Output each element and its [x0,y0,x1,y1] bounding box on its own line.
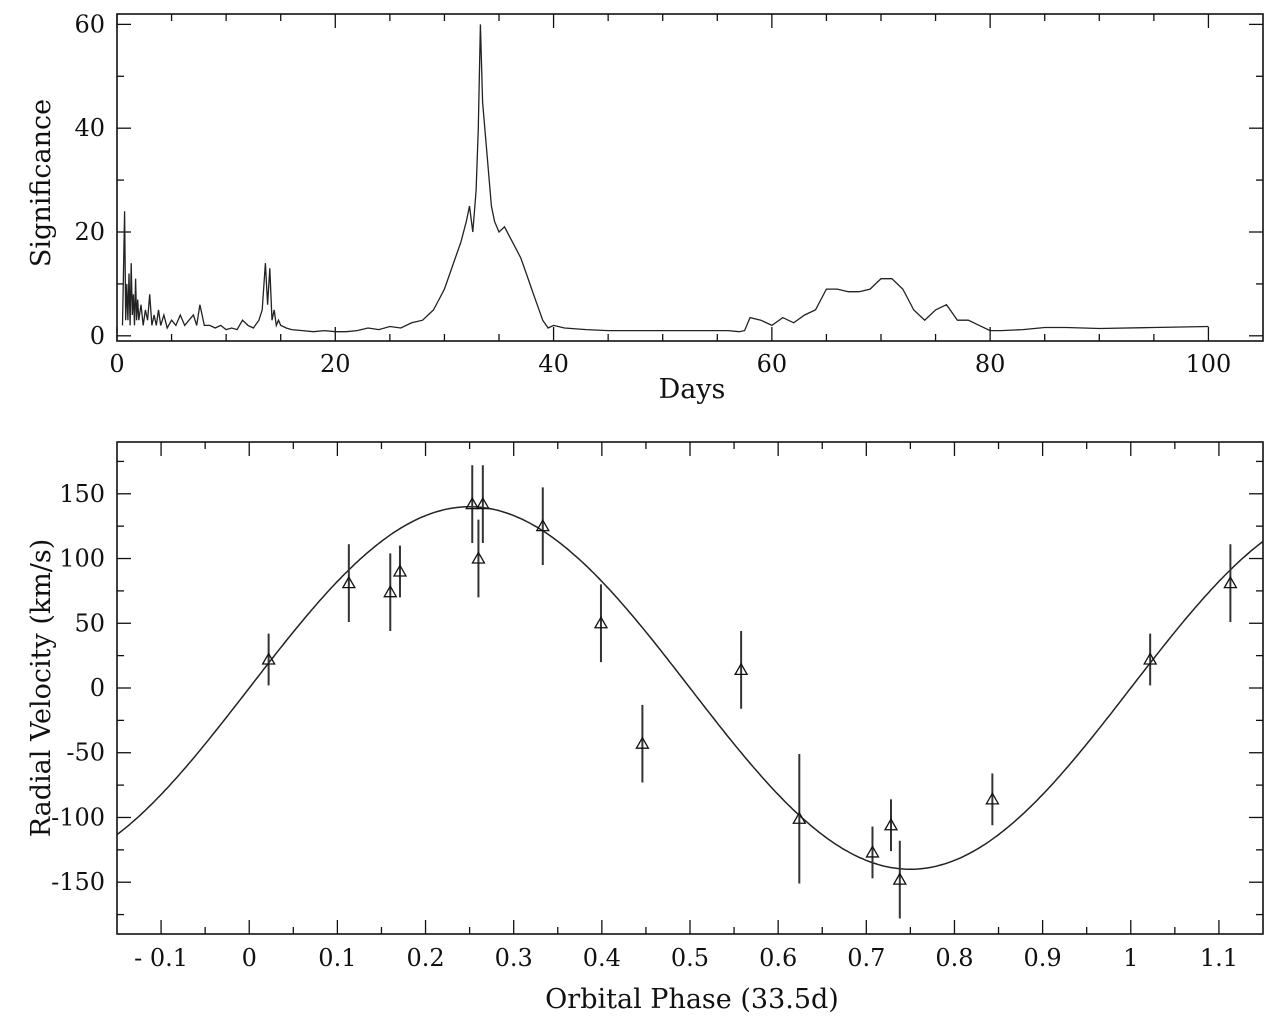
radial-velocity-x-tick-label: 0.7 [847,944,885,972]
periodogram-y-tick-label: 0 [90,322,105,350]
radial-velocity-y-tick-label: -100 [51,803,105,831]
periodogram-x-tick-label: 80 [975,350,1006,378]
radial-velocity-x-tick-label: 1.1 [1200,944,1238,972]
data-point-marker [1143,652,1158,665]
radial-velocity-x-tick-label: 0.4 [583,944,621,972]
radial-velocity-y-tick-label: 150 [59,480,105,508]
radial-velocity-x-tick-label: 0.1 [318,944,356,972]
radial-velocity-x-axis-label: Orbital Phase (33.5d) [545,984,839,1015]
radial-velocity-panel: - 0.1 0 0.1 0.2 0.3 0.4 0.5 0.6 0.7 0.8 0.9 1 1.1 150… [26,441,1264,1015]
data-point-marker [383,584,398,598]
data-point-marker [535,518,550,532]
data-point-marker [883,817,899,831]
radial-velocity-y-tick-label: 0 [90,674,105,702]
data-point-marker [593,615,609,629]
periodogram-x-tick-label: 100 [1186,350,1232,378]
data-point-marker [635,736,650,749]
periodogram-x-tick-label: 60 [757,350,788,378]
periodogram-frame [116,13,1264,342]
data-point-marker [475,496,490,510]
periodogram-y-tick-label: 60 [74,10,105,38]
periodogram-x-axis-label: Days [659,374,726,405]
radial-velocity-x-tick-label: 0.8 [935,944,973,972]
radial-velocity-points [261,465,1238,919]
radial-velocity-y-tick-label: 50 [74,609,105,637]
periodogram-x-tick-label: 0 [109,350,124,378]
sinusoid-fit-curve [116,505,1264,871]
periodogram-panel: 0 20 40 60 80 100 0 20 40 60 Days Significance [26,10,1264,405]
periodogram-y-tick-label: 40 [74,114,105,142]
data-point-marker [865,845,880,858]
radial-velocity-x-tick-label: 0.6 [759,944,797,972]
radial-velocity-x-tick-label: 0 [242,944,257,972]
radial-velocity-y-tick-label: -50 [66,739,105,767]
data-point-marker [734,662,749,676]
periodogram-y-tick-label: 20 [74,218,105,246]
data-point-marker [341,575,356,589]
data-point-marker [985,792,1000,805]
periodogram-x-tick-label: 40 [538,350,569,378]
radial-velocity-y-tick-label: 100 [59,545,105,573]
periodogram-x-tick-label: 20 [320,350,351,378]
data-point-marker [465,496,480,510]
radial-velocity-x-tick-label: 0.5 [671,944,709,972]
radial-velocity-x-tick-label: 0.9 [1024,944,1062,972]
data-point-marker [892,872,907,885]
data-point-marker [1223,575,1238,589]
radial-velocity-x-tick-label: 1 [1123,944,1138,972]
periodogram-y-axis-label: Significance [26,99,57,267]
radial-velocity-y-tick-label: -150 [51,868,105,896]
data-point-marker [792,811,807,824]
periodogram-ticks: 0 20 40 60 80 100 0 20 40 60 [74,10,1263,378]
radial-velocity-y-axis-label: Radial Velocity (km/s) [26,539,57,838]
radial-velocity-x-tick-label: - 0.1 [134,944,188,972]
radial-velocity-x-tick-label: 0.2 [406,944,444,972]
periodogram-line [121,24,1209,333]
data-point-marker [392,564,408,577]
data-point-marker [471,551,486,564]
radial-velocity-x-tick-label: 0.3 [495,944,533,972]
radial-velocity-ticks: - 0.1 0 0.1 0.2 0.3 0.4 0.5 0.6 0.7 0.8 0.9 1 1.1 150… [51,442,1263,972]
data-point-marker [261,652,276,665]
